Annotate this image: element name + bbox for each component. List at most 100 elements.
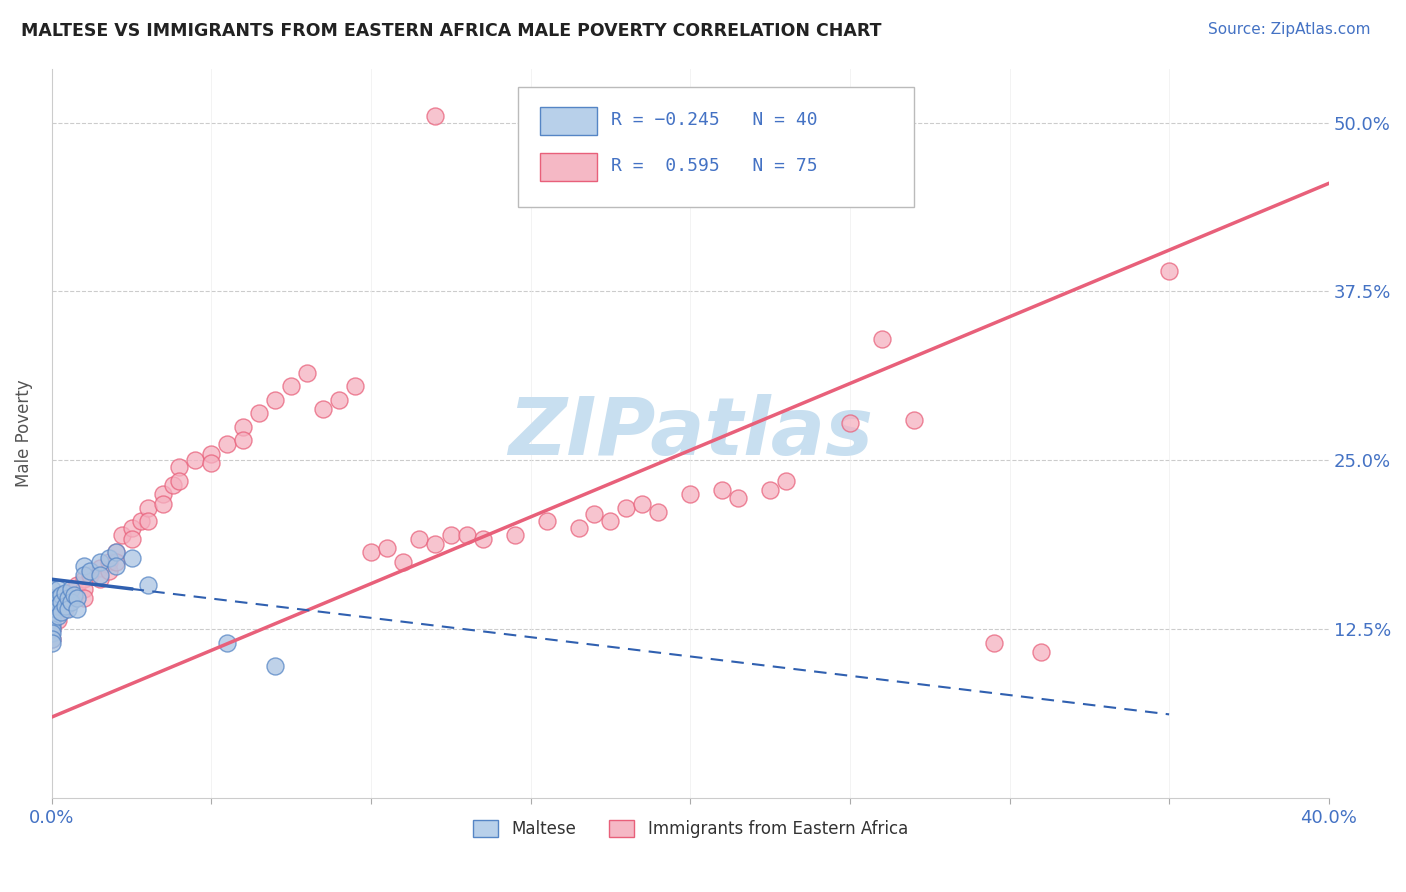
Point	[152, 487, 174, 501]
Point	[98, 564, 121, 578]
Text: R =  0.595   N = 75: R = 0.595 N = 75	[612, 157, 818, 175]
Point	[41, 605, 63, 619]
Point	[200, 447, 222, 461]
Point	[53, 599, 76, 614]
Point	[41, 632, 63, 646]
FancyBboxPatch shape	[540, 153, 598, 181]
Point	[41, 626, 63, 640]
Point	[232, 419, 254, 434]
Point	[392, 555, 415, 569]
Point	[73, 568, 96, 582]
Point	[46, 599, 69, 614]
Point	[328, 392, 350, 407]
Point	[503, 527, 526, 541]
Point	[870, 332, 893, 346]
Point	[89, 568, 111, 582]
Point	[312, 402, 335, 417]
Point	[169, 460, 191, 475]
Point	[41, 613, 63, 627]
Point	[111, 527, 134, 541]
Point	[41, 613, 63, 627]
Point	[46, 608, 69, 623]
Point	[66, 591, 89, 606]
Point	[408, 532, 430, 546]
Point	[423, 109, 446, 123]
Text: R = −0.245   N = 40: R = −0.245 N = 40	[612, 111, 818, 128]
Point	[136, 577, 159, 591]
Point	[727, 491, 749, 506]
Point	[583, 508, 606, 522]
Point	[59, 595, 82, 609]
Point	[903, 413, 925, 427]
Point	[567, 521, 589, 535]
Point	[66, 602, 89, 616]
Point	[89, 555, 111, 569]
Point	[616, 500, 638, 515]
Point	[79, 564, 101, 578]
Point	[46, 582, 69, 596]
Point	[41, 595, 63, 609]
Point	[536, 514, 558, 528]
Point	[46, 613, 69, 627]
Point	[136, 500, 159, 515]
Point	[136, 514, 159, 528]
Point	[280, 379, 302, 393]
Point	[79, 568, 101, 582]
Point	[41, 599, 63, 614]
Point	[711, 483, 734, 497]
Point	[41, 622, 63, 636]
Point	[89, 561, 111, 575]
Point	[41, 622, 63, 636]
Point	[423, 537, 446, 551]
Point	[838, 416, 860, 430]
Point	[41, 636, 63, 650]
Point	[375, 541, 398, 556]
Point	[56, 591, 79, 606]
Y-axis label: Male Poverty: Male Poverty	[15, 379, 32, 487]
Point	[56, 595, 79, 609]
Point	[73, 591, 96, 606]
Point	[217, 437, 239, 451]
Point	[73, 558, 96, 573]
Point	[1031, 645, 1053, 659]
Point	[53, 591, 76, 606]
Point	[121, 532, 143, 546]
Point	[440, 527, 463, 541]
Point	[983, 636, 1005, 650]
Point	[631, 497, 654, 511]
Point	[184, 453, 207, 467]
Point	[121, 521, 143, 535]
Point	[53, 602, 76, 616]
Point	[98, 550, 121, 565]
Text: MALTESE VS IMMIGRANTS FROM EASTERN AFRICA MALE POVERTY CORRELATION CHART: MALTESE VS IMMIGRANTS FROM EASTERN AFRIC…	[21, 22, 882, 40]
Point	[104, 558, 127, 573]
Point	[41, 605, 63, 619]
Point	[51, 605, 73, 619]
Point	[1159, 264, 1181, 278]
Point	[73, 582, 96, 596]
Point	[232, 433, 254, 447]
Point	[51, 589, 73, 603]
Point	[759, 483, 782, 497]
Point	[129, 514, 152, 528]
Point	[104, 555, 127, 569]
Point	[647, 505, 669, 519]
Point	[73, 572, 96, 586]
Point	[599, 514, 621, 528]
Point	[295, 366, 318, 380]
Point	[56, 602, 79, 616]
Text: ZIPatlas: ZIPatlas	[508, 394, 873, 473]
Point	[104, 545, 127, 559]
Legend: Maltese, Immigrants from Eastern Africa: Maltese, Immigrants from Eastern Africa	[465, 813, 914, 845]
Point	[46, 591, 69, 606]
Point	[104, 545, 127, 559]
Point	[247, 406, 270, 420]
Point	[41, 632, 63, 646]
Point	[59, 582, 82, 596]
Point	[217, 636, 239, 650]
Point	[775, 474, 797, 488]
Point	[679, 487, 702, 501]
Text: Source: ZipAtlas.com: Source: ZipAtlas.com	[1208, 22, 1371, 37]
Point	[46, 605, 69, 619]
Point	[121, 550, 143, 565]
